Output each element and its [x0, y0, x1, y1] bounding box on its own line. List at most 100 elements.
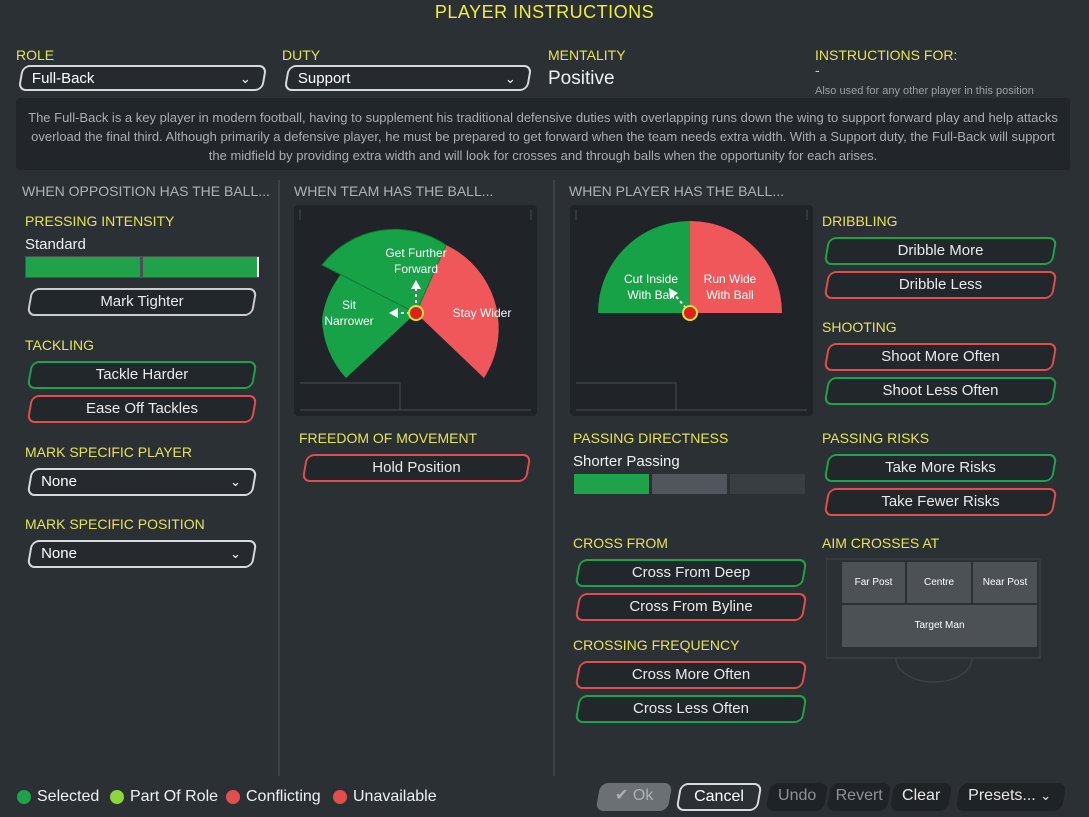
chevron-down-icon: ⌄	[239, 71, 251, 86]
pressing-intensity-label: PRESSING INTENSITY	[25, 213, 175, 229]
chevron-down-icon: ⌄	[1040, 788, 1052, 803]
legend-part-of-role: Part Of Role	[130, 788, 219, 805]
mark-player-value: None	[41, 473, 77, 490]
dribble-more-label: Dribble More	[897, 242, 984, 259]
ease-off-tackles-button[interactable]: Ease Off Tackles	[26, 395, 258, 423]
target-man-zone[interactable]: Target Man	[842, 605, 1037, 647]
role-value: Full-Back	[31, 70, 95, 87]
take-more-risks-button[interactable]: Take More Risks	[823, 454, 1058, 482]
tackle-harder-label: Tackle Harder	[95, 366, 189, 383]
get-further-label-line1: Get Further	[385, 246, 446, 260]
freedom-label: FREEDOM OF MOVEMENT	[299, 430, 478, 446]
aim-crosses-diagram	[826, 558, 1041, 683]
get-further-label-line2: Forward	[394, 262, 438, 276]
chevron-down-icon: ⌄	[230, 546, 241, 561]
stay-wider-zone[interactable]	[416, 245, 499, 378]
shoot-less-often-button[interactable]: Shoot Less Often	[823, 377, 1058, 405]
mark-tighter-button[interactable]: Mark Tighter	[26, 288, 258, 316]
aim-crosses-label: AIM CROSSES AT	[822, 535, 940, 551]
team-movement-pitch: Get Further Forward Sit Narrower Stay Wi…	[294, 205, 537, 416]
dribbling-label: DRIBBLING	[822, 213, 898, 229]
cross-less-often-label: Cross Less Often	[633, 700, 749, 717]
revert-label: Revert	[835, 787, 883, 804]
shooting-label: SHOOTING	[822, 319, 897, 335]
sit-narrower-label-line1: Sit	[342, 298, 357, 312]
cancel-button[interactable]: Cancel	[675, 783, 763, 811]
role-dropdown[interactable]: Full-Back ⌄	[17, 65, 268, 91]
dribble-less-button[interactable]: Dribble Less	[823, 271, 1058, 299]
aim-crosses-pitch: Far Post Centre Near Post Target Man	[826, 558, 1054, 688]
passing-bar-segment	[730, 474, 805, 494]
target-man-label: Target Man	[914, 620, 965, 631]
instructions-for-label: INSTRUCTIONS FOR:	[815, 47, 958, 63]
take-fewer-risks-label: Take Fewer Risks	[881, 493, 1000, 510]
tackling-label: TACKLING	[25, 337, 94, 353]
chevron-down-icon: ⌄	[504, 71, 516, 86]
cancel-label: Cancel	[694, 788, 744, 805]
run-wide-zone[interactable]	[690, 221, 782, 313]
far-post-zone[interactable]: Far Post	[842, 562, 905, 603]
cross-from-deep-button[interactable]: Cross From Deep	[574, 559, 808, 587]
cross-less-often-button[interactable]: Cross Less Often	[574, 695, 808, 723]
near-post-zone[interactable]: Near Post	[973, 562, 1037, 603]
centre-zone[interactable]: Centre	[907, 562, 971, 603]
mark-player-dropdown[interactable]: None ⌄	[26, 468, 258, 496]
player-heading: WHEN PLAYER HAS THE BALL...	[569, 183, 784, 199]
conflicting-legend-icon	[226, 790, 240, 804]
duty-dropdown[interactable]: Support ⌄	[283, 65, 533, 91]
take-fewer-risks-button[interactable]: Take Fewer Risks	[823, 488, 1058, 516]
dribble-less-label: Dribble Less	[898, 276, 983, 293]
hold-position-label: Hold Position	[372, 459, 461, 476]
mentality-value: Positive	[548, 68, 615, 89]
cut-inside-zone[interactable]	[598, 221, 690, 313]
revert-button[interactable]: Revert	[826, 783, 892, 811]
ok-label: Ok	[632, 787, 654, 804]
mark-position-dropdown[interactable]: None ⌄	[26, 540, 258, 568]
hold-position-button[interactable]: Hold Position	[301, 454, 532, 482]
pressing-bar-segment	[26, 257, 140, 277]
shoot-more-often-button[interactable]: Shoot More Often	[823, 343, 1058, 371]
run-wide-label-line1: Run Wide	[704, 272, 757, 286]
presets-dropdown[interactable]: Presets... ⌄	[955, 783, 1067, 811]
description-panel	[16, 98, 1070, 170]
instructions-for-value: -	[815, 62, 820, 78]
unavailable-legend-icon	[333, 790, 347, 804]
mark-position-value: None	[41, 545, 77, 562]
selected-legend-icon	[17, 790, 31, 804]
shoot-more-often-label: Shoot More Often	[881, 348, 1000, 365]
cross-more-often-label: Cross More Often	[631, 666, 751, 683]
player-movement-diagram: Cut Inside With Ball Run Wide With Ball	[575, 210, 808, 411]
role-description: The Full-Back is a key player in modern …	[28, 110, 1058, 163]
cross-more-often-button[interactable]: Cross More Often	[574, 661, 808, 689]
cut-inside-label-line2: With Ball	[627, 288, 674, 302]
get-further-forward-zone[interactable]	[321, 228, 447, 314]
undo-button[interactable]: Undo	[765, 783, 829, 811]
player-movement-pitch: Cut Inside With Ball Run Wide With Ball	[570, 205, 813, 416]
passing-bar-segment	[652, 474, 727, 494]
ease-off-tackles-label: Ease Off Tackles	[85, 400, 198, 417]
cross-from-byline-button[interactable]: Cross From Byline	[574, 593, 808, 621]
shoot-less-often-label: Shoot Less Often	[882, 382, 999, 399]
far-post-label: Far Post	[854, 577, 893, 588]
page-title: PLAYER INSTRUCTIONS	[434, 2, 655, 22]
mark-player-label: MARK SPECIFIC PLAYER	[25, 444, 193, 460]
pressing-bar-marker	[257, 257, 259, 277]
crossing-frequency-label: CROSSING FREQUENCY	[573, 637, 740, 653]
cross-from-byline-label: Cross From Byline	[629, 598, 753, 615]
pressing-intensity-value: Standard	[25, 236, 86, 253]
sit-narrower-label-line2: Narrower	[324, 314, 373, 328]
tackle-harder-button[interactable]: Tackle Harder	[26, 361, 258, 389]
cut-inside-label-line1: Cut Inside	[624, 272, 678, 286]
pressing-intensity-slider[interactable]	[25, 256, 259, 278]
passing-bar-segment	[574, 474, 649, 494]
clear-label: Clear	[902, 787, 941, 804]
near-post-label: Near Post	[982, 577, 1028, 588]
centre-label: Centre	[923, 577, 954, 588]
dribble-more-button[interactable]: Dribble More	[823, 237, 1058, 265]
ok-button[interactable]: ✔ Ok	[595, 783, 673, 811]
passing-directness-slider[interactable]	[573, 473, 806, 495]
cross-from-label: CROSS FROM	[573, 535, 668, 551]
legend-conflicting: Conflicting	[246, 788, 321, 805]
clear-button[interactable]: Clear	[889, 783, 953, 811]
presets-label: Presets...	[968, 787, 1036, 804]
